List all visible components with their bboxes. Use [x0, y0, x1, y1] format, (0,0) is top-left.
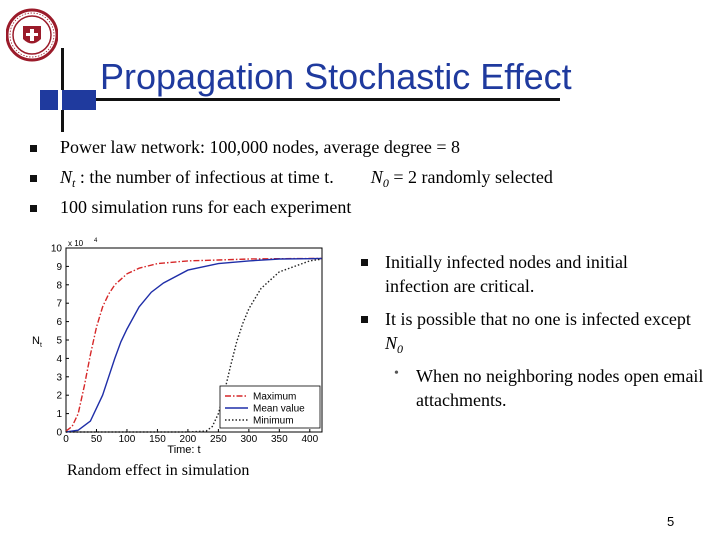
y-tick-label: 9	[56, 262, 62, 273]
legend-label: Maximum	[253, 392, 296, 403]
n0-subscript: 0	[382, 176, 389, 190]
y-tick-label: 1	[56, 409, 62, 420]
y-axis-label: N	[32, 335, 40, 347]
x-axis-label: Time: t	[167, 444, 200, 456]
series-line-maximum	[65, 257, 322, 432]
y-tick-label: 4	[56, 354, 62, 365]
y-tick-label: 8	[56, 280, 62, 291]
x-tick-label: 50	[91, 434, 103, 445]
no-infection-text: It is possible that no one is infected e…	[385, 309, 691, 329]
x-tick-label: 0	[63, 434, 69, 445]
y-tick-label: 2	[56, 391, 62, 402]
bullet-marker	[361, 259, 368, 266]
y-axis-label-subscript: t	[40, 342, 42, 349]
n0-symbol: N	[370, 167, 383, 187]
title-blue-block-notch	[58, 90, 62, 110]
x-tick-label: 350	[271, 434, 288, 445]
nt-subscript: t	[72, 176, 76, 190]
sub-bullet-email: When no neighboring nodes open email att…	[416, 366, 704, 410]
chart-caption: Random effect in simulation	[67, 462, 250, 479]
legend-label: Mean value	[253, 404, 305, 415]
y-tick-label: 10	[51, 244, 63, 255]
x-tick-label: 300	[241, 434, 258, 445]
bullet-marker	[30, 205, 37, 212]
bullet-network: Power law network: 100,000 nodes, averag…	[60, 137, 461, 157]
legend-label: Minimum	[253, 416, 294, 427]
y-tick-label: 0	[56, 428, 62, 439]
x-tick-label: 400	[301, 434, 318, 445]
y-axis-multiplier: x 10	[68, 239, 84, 248]
no-infection-n0-subscript: 0	[397, 342, 404, 356]
bullet-marker	[30, 145, 37, 152]
y-tick-label: 6	[56, 317, 62, 328]
bullet-simulation-runs: 100 simulation runs for each experiment	[60, 197, 352, 217]
x-tick-label: 250	[210, 434, 227, 445]
propagation-chart-svg: 0 50 100 150 200 250 300 350 400 0 1 2 3 4 5 6 7 8 9 10 x …	[32, 238, 323, 456]
y-tick-label: 7	[56, 299, 62, 310]
title-blue-block	[40, 90, 96, 110]
x-tick-label: 150	[149, 434, 166, 445]
bullet-marker	[30, 175, 37, 182]
x-tick-label: 100	[119, 434, 136, 445]
x-tick-label: 200	[180, 434, 197, 445]
title-horizontal-rule	[40, 98, 560, 101]
sub-bullet-marker: •	[394, 366, 399, 381]
bullet-marker	[361, 316, 368, 323]
n0-description: = 2 randomly selected	[388, 167, 553, 187]
propagation-chart: 0 50 100 150 200 250 300 350 400 0 1 2 3 4 5 6 7 8 9 10 x …	[30, 236, 330, 458]
no-infection-n0: N	[385, 333, 398, 353]
y-tick-label: 5	[56, 336, 62, 347]
university-seal-logo	[5, 6, 59, 64]
slide-title: Propagation Stochastic Effect	[100, 56, 572, 97]
bullet-no-infection: It is possible that no one is infected e…	[385, 307, 695, 357]
y-axis-exponent: 4	[94, 238, 98, 244]
page-number: 5	[667, 514, 675, 529]
legend-box	[219, 385, 321, 429]
bullet-initial-infection: Initially infected nodes and initial inf…	[385, 252, 628, 296]
nt-description: : the number of infectious at time t.	[75, 167, 334, 187]
nt-symbol: N	[60, 167, 73, 187]
y-tick-label: 3	[56, 372, 62, 383]
series-line-minimum	[66, 258, 323, 433]
bullet-nt-definition: Nt : the number of infectious at time t.…	[60, 165, 553, 191]
series-line-mean-value	[65, 257, 323, 433]
